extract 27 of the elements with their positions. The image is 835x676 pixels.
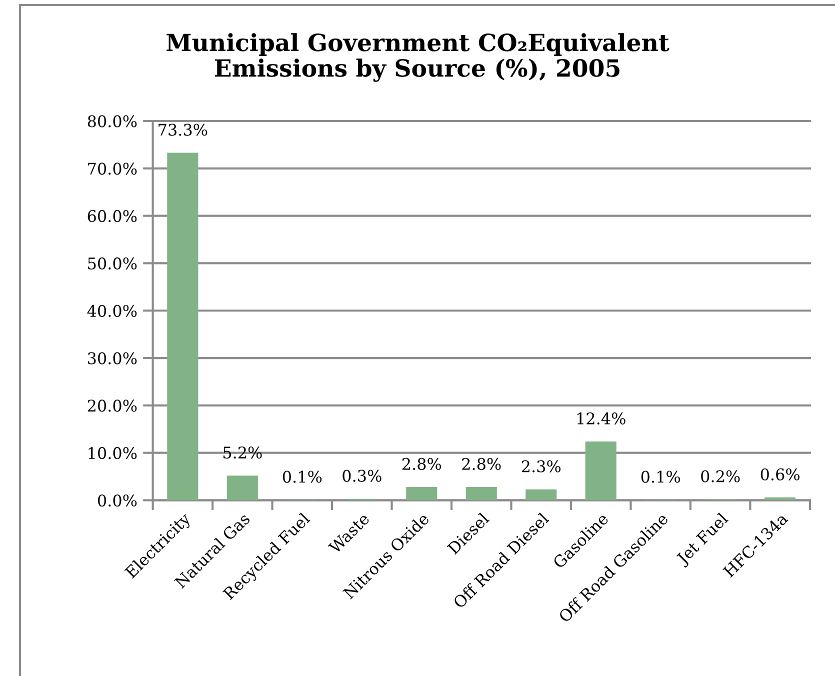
data-label: 2.8%: [402, 458, 442, 470]
data-label: 0.6%: [760, 468, 800, 480]
y-tick-label: 30.0%: [88, 352, 137, 364]
y-tick-label: 70.0%: [88, 162, 137, 175]
data-label: 0.2%: [701, 470, 740, 482]
data-label: 0.1%: [641, 470, 680, 483]
bar: [167, 152, 198, 500]
data-label: 73.3%: [158, 124, 208, 136]
data-label: 0.1%: [282, 470, 322, 483]
bar: [585, 441, 616, 500]
y-tick-label: 50.0%: [88, 257, 137, 270]
data-label: 2.8%: [462, 458, 501, 470]
data-label: 12.4%: [577, 412, 626, 424]
data-label: 2.3%: [522, 460, 561, 472]
bar: [466, 486, 497, 500]
bar: [526, 489, 557, 500]
data-label: 5.2%: [223, 446, 262, 459]
y-tick-label: 0.0%: [98, 494, 137, 507]
y-tick-label: 20.0%: [88, 400, 137, 412]
bar: [226, 476, 258, 500]
y-tick-label: 60.0%: [88, 210, 137, 222]
y-tick-label: 40.0%: [87, 304, 137, 317]
bar: [406, 486, 438, 500]
chart-title: Municipal Government CO₂Equivalent Emissions by Source (%), 2005: [166, 33, 670, 82]
data-label: 0.3%: [342, 470, 382, 482]
y-tick-label: 80.0%: [88, 115, 137, 128]
y-tick-label: 10.0%: [88, 447, 137, 460]
